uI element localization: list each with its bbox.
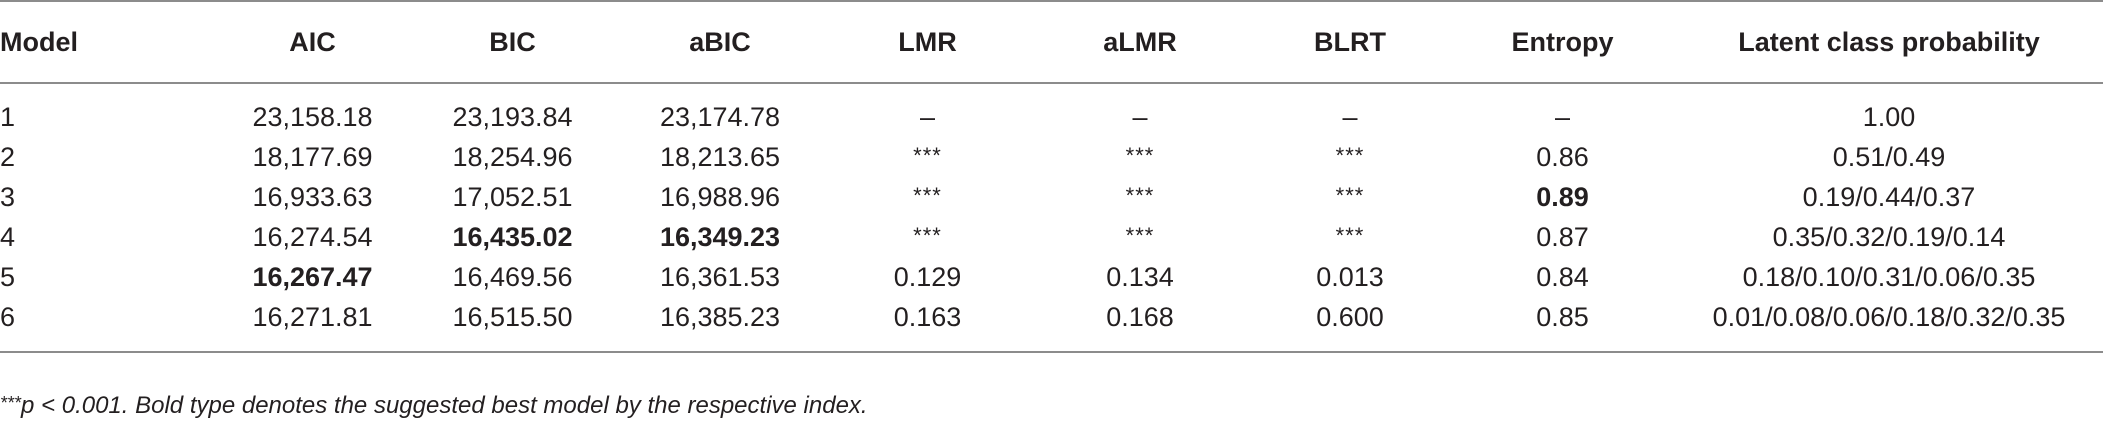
fit-indices-table: Model AIC BIC aBIC LMR aLMR BLRT Entropy… [0, 0, 2103, 353]
significance-stars: *** [1335, 182, 1365, 208]
cell-entropy: 0.87 [1536, 221, 1589, 252]
cell-latent-class-probability: 0.18/0.10/0.31/0.06/0.35 [1742, 261, 2036, 292]
cell-bic: 23,193.84 [452, 101, 573, 132]
significance-stars: *** [1335, 222, 1365, 248]
significance-stars: *** [1125, 222, 1155, 248]
table-row: 1 23,158.18 23,193.84 23,174.78 – – – – … [0, 97, 2103, 137]
cell-blrt: 0.013 [1316, 261, 1384, 292]
cell-entropy: – [1554, 101, 1571, 132]
significance-stars: *** [913, 182, 942, 208]
cell-aic: 16,274.54 [252, 221, 373, 252]
cell-blrt: 0.600 [1316, 301, 1384, 332]
cell-almr: 0.168 [1106, 301, 1174, 332]
cell-lmr: 0.163 [893, 301, 962, 332]
cell-lmr: *** [825, 137, 1030, 177]
cell-latent-class-probability: 0.01/0.08/0.06/0.18/0.32/0.35 [1712, 301, 2066, 332]
cell-latent-class-probability: 1.00 [1862, 101, 1916, 132]
significance-stars: *** [1125, 142, 1155, 168]
table-row: 4 16,274.54 16,435.02 16,349.23 *** *** … [0, 217, 2103, 257]
bottom-rule-cell [0, 337, 2103, 353]
cell-abic: 18,213.65 [659, 141, 781, 172]
table-row: 6 16,271.81 16,515.50 16,385.23 0.163 0.… [0, 297, 2103, 337]
header-model: Model [0, 0, 215, 84]
cell-entropy: 0.85 [1536, 301, 1589, 332]
cell-lmr: – [919, 101, 936, 132]
cell-almr: 0.134 [1106, 261, 1174, 292]
header-entropy: Entropy [1450, 0, 1675, 84]
fit-indices-table-container: Model AIC BIC aBIC LMR aLMR BLRT Entropy… [0, 0, 2103, 353]
table-header: Model AIC BIC aBIC LMR aLMR BLRT Entropy… [0, 0, 2103, 84]
significance-stars: *** [913, 142, 942, 168]
cell-aic: 18,177.69 [252, 141, 373, 172]
cell-almr: – [1132, 101, 1148, 132]
cell-aic: 16,271.81 [252, 301, 373, 332]
cell-almr: *** [1030, 217, 1250, 257]
cell-almr: *** [1030, 177, 1250, 217]
cell-aic: 16,933.63 [252, 181, 373, 212]
cell-abic: 16,988.96 [659, 181, 781, 212]
cell-latent-class-probability: 0.19/0.44/0.37 [1802, 181, 1976, 212]
cell-lmr: *** [825, 177, 1030, 217]
significance-stars: *** [1335, 142, 1365, 168]
cell-bic: 18,254.96 [452, 141, 573, 172]
significance-stars: *** [1125, 182, 1155, 208]
cell-abic: 16,385.23 [659, 301, 781, 332]
table-row: 5 16,267.47 16,469.56 16,361.53 0.129 0.… [0, 257, 2103, 297]
footnote-text: p < 0.001. Bold type denotes the suggest… [21, 392, 868, 419]
cell-entropy: 0.84 [1536, 261, 1589, 292]
header-row: Model AIC BIC aBIC LMR aLMR BLRT Entropy… [0, 0, 2103, 84]
header-blrt: BLRT [1250, 0, 1450, 84]
table-footnote: ***p < 0.001. Bold type denotes the sugg… [0, 392, 868, 420]
cell-bic-best: 16,435.02 [452, 221, 573, 252]
cell-model: 3 [0, 181, 16, 212]
cell-bic: 16,469.56 [452, 261, 573, 292]
cell-blrt: *** [1250, 177, 1450, 217]
header-almr: aLMR [1030, 0, 1250, 84]
cell-lmr: 0.129 [893, 261, 962, 292]
cell-bic: 16,515.50 [452, 301, 573, 332]
cell-abic: 23,174.78 [659, 101, 781, 132]
cell-blrt: *** [1250, 137, 1450, 177]
bottom-rule-row [0, 337, 2103, 353]
header-aic: AIC [215, 0, 410, 84]
cell-blrt: – [1342, 101, 1358, 132]
spacer-row [0, 83, 2103, 97]
cell-abic-best: 16,349.23 [659, 221, 781, 252]
header-lmr: LMR [825, 0, 1030, 84]
spacer-cell [0, 83, 2103, 97]
cell-aic: 23,158.18 [252, 101, 373, 132]
cell-latent-class-probability: 0.51/0.49 [1832, 141, 1946, 172]
cell-model: 2 [0, 141, 16, 172]
table-row: 2 18,177.69 18,254.96 18,213.65 *** *** … [0, 137, 2103, 177]
cell-entropy: 0.86 [1536, 141, 1589, 172]
table-row: 3 16,933.63 17,052.51 16,988.96 *** *** … [0, 177, 2103, 217]
cell-blrt: *** [1250, 217, 1450, 257]
cell-entropy-best: 0.89 [1536, 181, 1589, 212]
cell-latent-class-probability: 0.35/0.32/0.19/0.14 [1772, 221, 2006, 252]
table-body: 1 23,158.18 23,193.84 23,174.78 – – – – … [0, 83, 2103, 353]
cell-almr: *** [1030, 137, 1250, 177]
cell-model: 1 [0, 101, 16, 132]
footnote-stars: *** [0, 393, 22, 413]
cell-model: 5 [0, 261, 16, 292]
cell-model: 6 [0, 301, 16, 332]
cell-aic-best: 16,267.47 [252, 261, 373, 292]
significance-stars: *** [913, 222, 942, 248]
cell-lmr: *** [825, 217, 1030, 257]
cell-model: 4 [0, 221, 16, 252]
cell-bic: 17,052.51 [452, 181, 573, 212]
cell-abic: 16,361.53 [659, 261, 781, 292]
header-abic: aBIC [615, 0, 825, 84]
header-latent-class-probability: Latent class probability [1675, 0, 2103, 84]
header-bic: BIC [410, 0, 615, 84]
